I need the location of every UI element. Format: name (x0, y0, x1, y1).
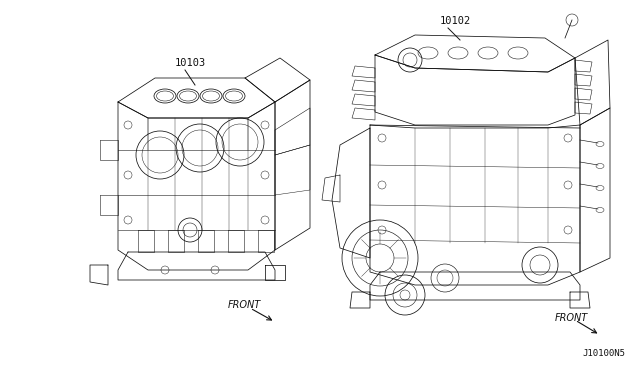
Text: FRONT: FRONT (555, 313, 588, 323)
Text: FRONT: FRONT (228, 300, 261, 310)
Text: 10103: 10103 (175, 58, 206, 68)
Text: 10102: 10102 (440, 16, 471, 26)
Text: J10100N5: J10100N5 (582, 349, 625, 358)
